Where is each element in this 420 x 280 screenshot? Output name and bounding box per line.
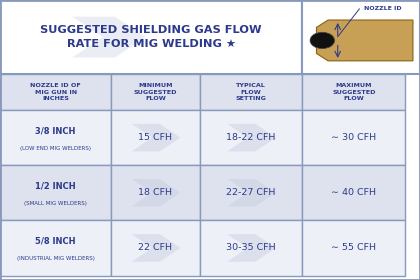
Polygon shape: [132, 124, 180, 151]
Polygon shape: [132, 179, 180, 207]
Text: ∼ 30 CFH: ∼ 30 CFH: [331, 133, 376, 142]
Bar: [302, 110, 405, 165]
Bar: [200, 74, 302, 110]
Bar: [302, 165, 405, 220]
Text: TYPICAL
FLOW
SETTING: TYPICAL FLOW SETTING: [236, 83, 266, 101]
Polygon shape: [227, 234, 276, 262]
Polygon shape: [132, 234, 180, 262]
Text: 18 CFH: 18 CFH: [139, 188, 172, 197]
Text: NOZZLE ID: NOZZLE ID: [364, 6, 401, 11]
Bar: [0, 0, 302, 74]
Text: 5/8 INCH: 5/8 INCH: [35, 237, 76, 246]
Bar: [200, 165, 302, 220]
Bar: [0, 74, 111, 110]
Bar: [111, 74, 200, 110]
Text: ∼ 55 CFH: ∼ 55 CFH: [331, 243, 376, 253]
Text: (INDUSTRIAL MIG WELDERS): (INDUSTRIAL MIG WELDERS): [17, 256, 94, 262]
Text: (SMALL MIG WELDERS): (SMALL MIG WELDERS): [24, 201, 87, 206]
Bar: [0, 165, 111, 220]
Bar: [0, 110, 111, 165]
Bar: [111, 110, 200, 165]
Text: NOZZLE ID OF
MIG GUN IN
INCHES: NOZZLE ID OF MIG GUN IN INCHES: [30, 83, 81, 101]
Text: 3/8 INCH: 3/8 INCH: [35, 127, 76, 136]
Polygon shape: [227, 179, 276, 207]
Circle shape: [310, 32, 335, 49]
Text: 22 CFH: 22 CFH: [139, 243, 172, 253]
Text: ∼ 40 CFH: ∼ 40 CFH: [331, 188, 376, 197]
Bar: [302, 0, 420, 74]
Polygon shape: [227, 124, 276, 151]
Bar: [302, 74, 405, 110]
Polygon shape: [317, 20, 413, 61]
Text: MINIMUM
SUGGESTED
FLOW: MINIMUM SUGGESTED FLOW: [134, 83, 177, 101]
Text: 30-35 CFH: 30-35 CFH: [226, 243, 276, 253]
Text: 22-27 CFH: 22-27 CFH: [226, 188, 276, 197]
Bar: [111, 220, 200, 276]
Polygon shape: [72, 17, 146, 57]
Text: 18-22 CFH: 18-22 CFH: [226, 133, 276, 142]
Bar: [0, 220, 111, 276]
Bar: [200, 110, 302, 165]
Text: SUGGESTED SHIELDING GAS FLOW
RATE FOR MIG WELDING ★: SUGGESTED SHIELDING GAS FLOW RATE FOR MI…: [40, 25, 262, 49]
Bar: [111, 165, 200, 220]
Bar: [302, 220, 405, 276]
Bar: [200, 220, 302, 276]
Text: (LOW END MIG WELDERS): (LOW END MIG WELDERS): [20, 146, 91, 151]
Text: 1/2 INCH: 1/2 INCH: [35, 182, 76, 191]
Text: 15 CFH: 15 CFH: [139, 133, 172, 142]
Text: MAXIMUM
SUGGESTED
FLOW: MAXIMUM SUGGESTED FLOW: [332, 83, 375, 101]
